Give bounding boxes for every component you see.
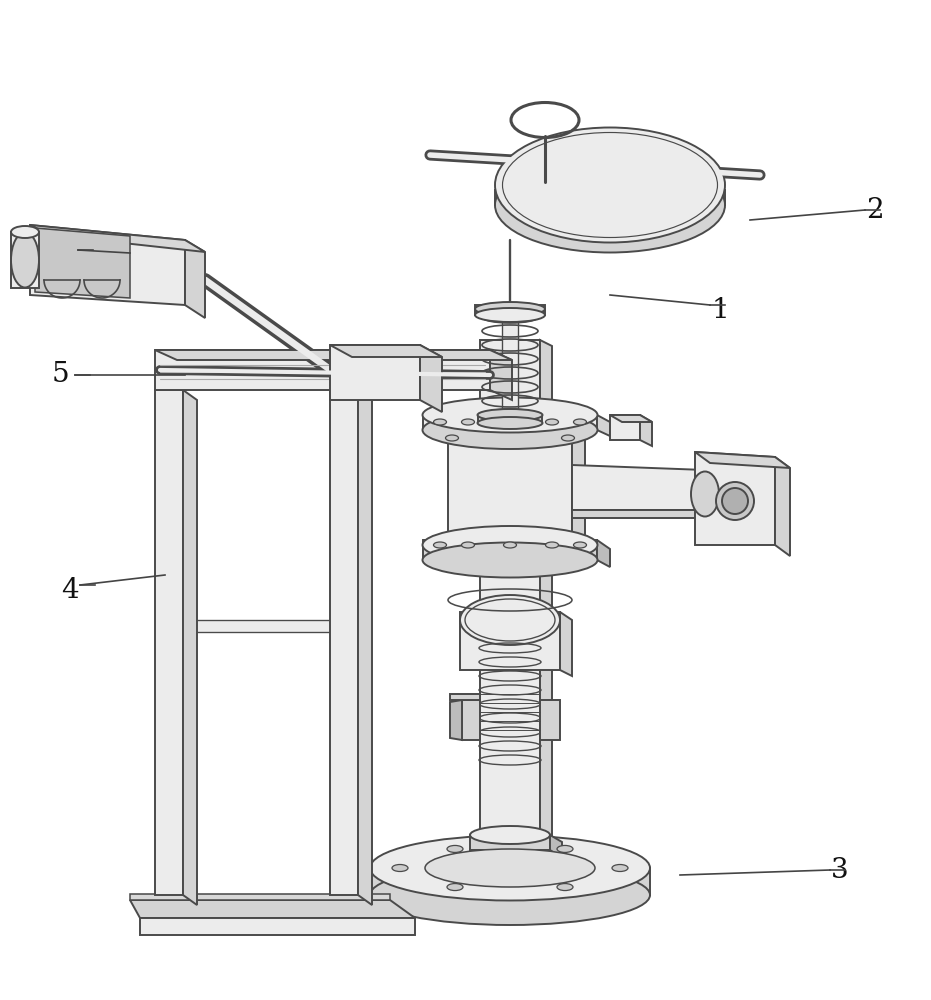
Polygon shape — [330, 345, 420, 400]
Polygon shape — [130, 900, 415, 918]
Text: 1: 1 — [711, 296, 729, 324]
Polygon shape — [450, 700, 462, 740]
Polygon shape — [475, 305, 545, 315]
Polygon shape — [610, 415, 652, 422]
Polygon shape — [183, 390, 197, 905]
Ellipse shape — [495, 157, 725, 252]
Polygon shape — [775, 457, 790, 556]
Polygon shape — [502, 305, 518, 415]
Ellipse shape — [425, 849, 595, 887]
Polygon shape — [423, 415, 597, 430]
Ellipse shape — [434, 542, 447, 548]
Text: 6: 6 — [56, 234, 74, 261]
Polygon shape — [370, 868, 650, 895]
Polygon shape — [597, 540, 610, 567]
Polygon shape — [155, 620, 358, 632]
Polygon shape — [140, 918, 415, 935]
Ellipse shape — [423, 411, 598, 449]
Ellipse shape — [447, 845, 463, 852]
Polygon shape — [11, 232, 39, 288]
Polygon shape — [490, 350, 512, 400]
Polygon shape — [480, 340, 540, 850]
Polygon shape — [330, 345, 442, 357]
Ellipse shape — [557, 884, 573, 891]
Polygon shape — [695, 452, 775, 545]
Ellipse shape — [612, 864, 628, 871]
Ellipse shape — [462, 542, 475, 548]
Ellipse shape — [573, 419, 587, 425]
Ellipse shape — [370, 865, 650, 925]
Ellipse shape — [462, 419, 475, 425]
Polygon shape — [420, 345, 442, 412]
Ellipse shape — [546, 542, 559, 548]
Polygon shape — [572, 465, 705, 510]
Text: 5: 5 — [51, 361, 69, 388]
Polygon shape — [35, 228, 130, 298]
Ellipse shape — [434, 419, 447, 425]
Ellipse shape — [475, 308, 545, 322]
Ellipse shape — [716, 482, 754, 520]
Polygon shape — [30, 225, 205, 252]
Polygon shape — [330, 390, 358, 895]
Polygon shape — [610, 415, 640, 440]
Ellipse shape — [392, 864, 408, 871]
Polygon shape — [495, 190, 725, 205]
Ellipse shape — [495, 127, 725, 242]
Polygon shape — [640, 415, 652, 446]
Polygon shape — [358, 390, 372, 905]
Ellipse shape — [722, 488, 748, 514]
Polygon shape — [155, 390, 183, 895]
Ellipse shape — [546, 419, 559, 425]
Text: 3: 3 — [831, 856, 849, 884]
Text: 2: 2 — [866, 196, 884, 224]
Polygon shape — [30, 225, 185, 305]
Text: 4: 4 — [61, 576, 79, 603]
Polygon shape — [478, 415, 542, 423]
Ellipse shape — [11, 226, 39, 238]
Ellipse shape — [423, 526, 598, 564]
Ellipse shape — [504, 419, 517, 425]
Ellipse shape — [423, 542, 598, 578]
Polygon shape — [550, 835, 562, 858]
Polygon shape — [155, 350, 490, 390]
Ellipse shape — [573, 542, 587, 548]
Ellipse shape — [470, 841, 550, 859]
Ellipse shape — [561, 435, 574, 441]
Polygon shape — [470, 835, 550, 850]
Polygon shape — [597, 415, 610, 436]
Polygon shape — [450, 694, 480, 700]
Polygon shape — [448, 430, 572, 555]
Ellipse shape — [478, 417, 543, 429]
Polygon shape — [560, 612, 572, 676]
Polygon shape — [185, 240, 205, 318]
Polygon shape — [130, 894, 390, 900]
Ellipse shape — [370, 836, 650, 900]
Ellipse shape — [691, 472, 719, 516]
Polygon shape — [695, 452, 790, 468]
Ellipse shape — [470, 826, 550, 844]
Ellipse shape — [475, 302, 545, 316]
Ellipse shape — [446, 435, 458, 441]
Polygon shape — [540, 340, 552, 858]
Ellipse shape — [423, 397, 598, 432]
Polygon shape — [572, 430, 585, 563]
Ellipse shape — [447, 884, 463, 891]
Ellipse shape — [460, 595, 560, 645]
Polygon shape — [460, 612, 560, 670]
Polygon shape — [540, 700, 560, 740]
Polygon shape — [155, 350, 512, 360]
Ellipse shape — [504, 542, 517, 548]
Polygon shape — [572, 510, 705, 518]
Polygon shape — [423, 540, 597, 560]
Ellipse shape — [478, 409, 543, 421]
Ellipse shape — [11, 232, 39, 288]
Polygon shape — [462, 700, 480, 740]
Ellipse shape — [557, 845, 573, 852]
